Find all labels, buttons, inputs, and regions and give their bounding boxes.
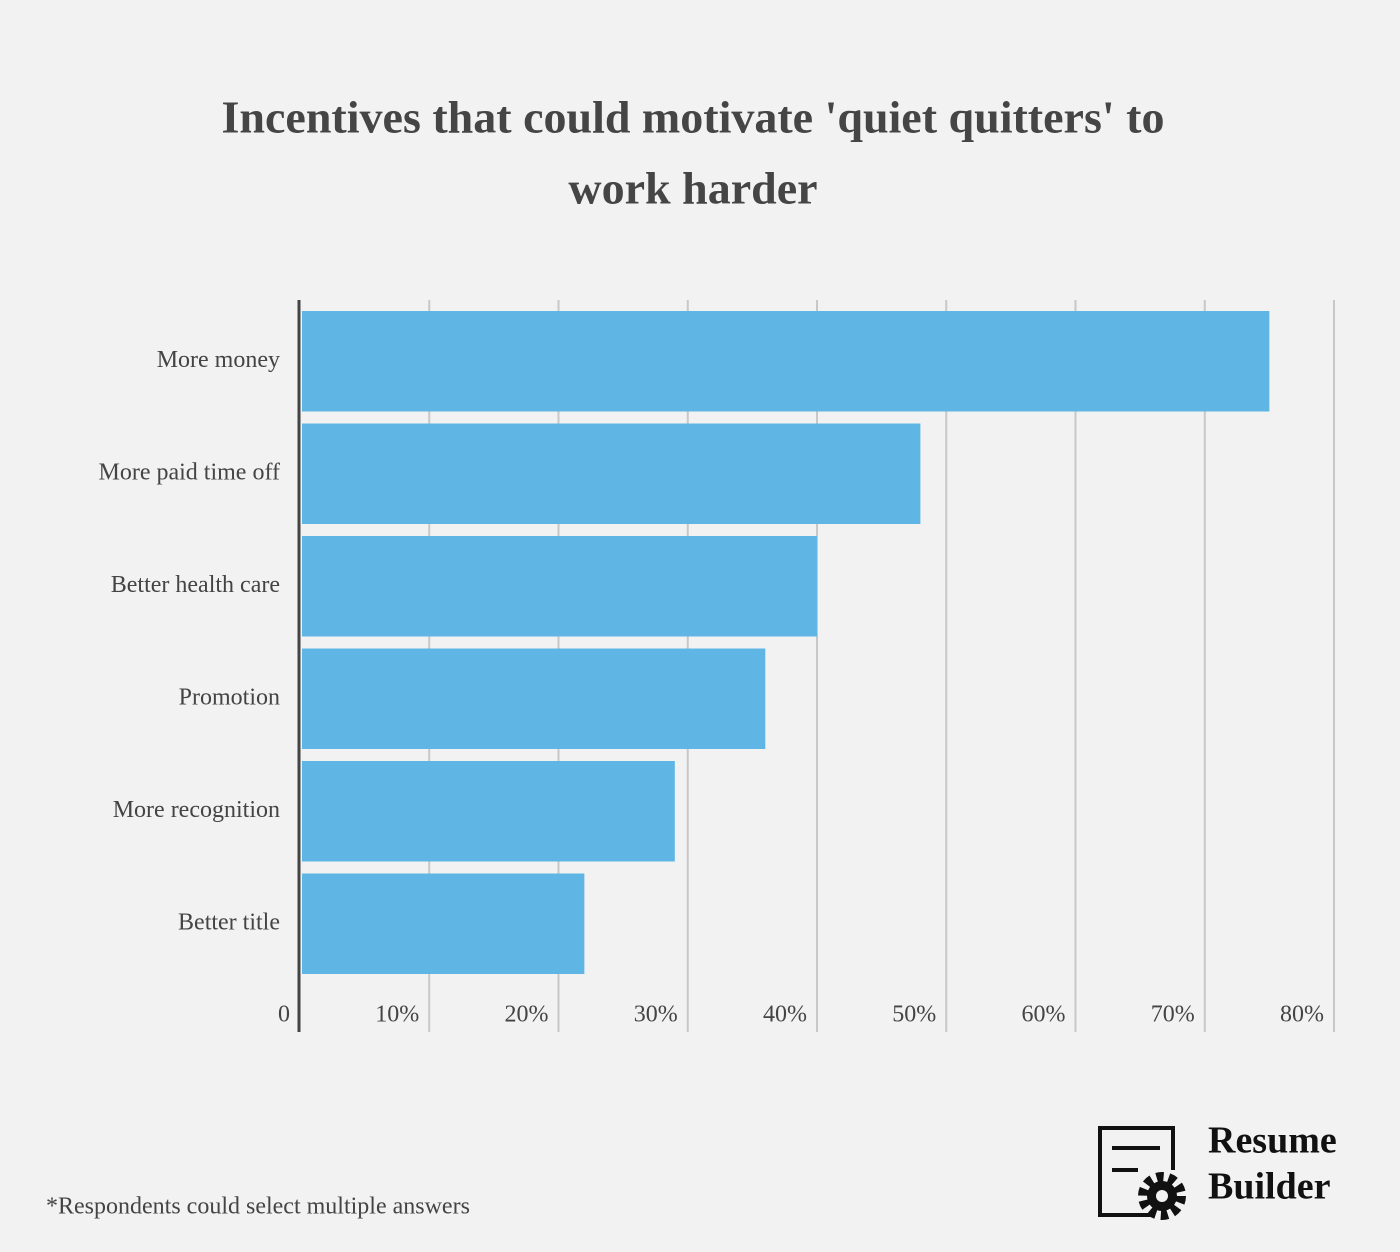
y-tick-label: Promotion [179, 684, 280, 710]
x-tick-label: 60% [1022, 1002, 1066, 1028]
logo-page [1098, 1126, 1175, 1217]
logo-text: Resume [1208, 1120, 1337, 1162]
y-tick-label: Better health care [111, 572, 280, 598]
x-tick-label: 50% [892, 1002, 936, 1028]
x-tick-label: 80% [1280, 1002, 1324, 1028]
y-tick-label: More paid time off [98, 459, 280, 485]
bar [302, 873, 585, 974]
x-tick-label: 20% [505, 1002, 549, 1028]
x-tick-label: 40% [763, 1002, 807, 1028]
bars: More money More paid time off Better healt… [98, 311, 1270, 974]
y-tick-label: Better title [178, 909, 280, 935]
footnote: *Respondents could select multiple answe… [46, 1194, 470, 1220]
chart-title: work harder [568, 163, 817, 214]
logo-text: Builder [1208, 1166, 1331, 1208]
logo: Resume Builder [1098, 1120, 1337, 1220]
bar [302, 536, 817, 637]
bar [302, 648, 766, 749]
y-tick-label: More recognition [113, 797, 280, 823]
x-tick-label: 70% [1151, 1002, 1195, 1028]
x-tick-label: 30% [634, 1002, 678, 1028]
y-tick-label: More money [157, 347, 280, 373]
bar [302, 761, 675, 862]
bar [302, 311, 1270, 412]
x-tick-label: 10% [375, 1002, 419, 1028]
logo-gear [1138, 1172, 1186, 1220]
bar [302, 423, 921, 524]
logo-gear [1156, 1190, 1168, 1202]
x-tick-label: 0 [278, 1002, 290, 1028]
chart-title: Incentives that could motivate 'quiet qu… [222, 92, 1165, 143]
